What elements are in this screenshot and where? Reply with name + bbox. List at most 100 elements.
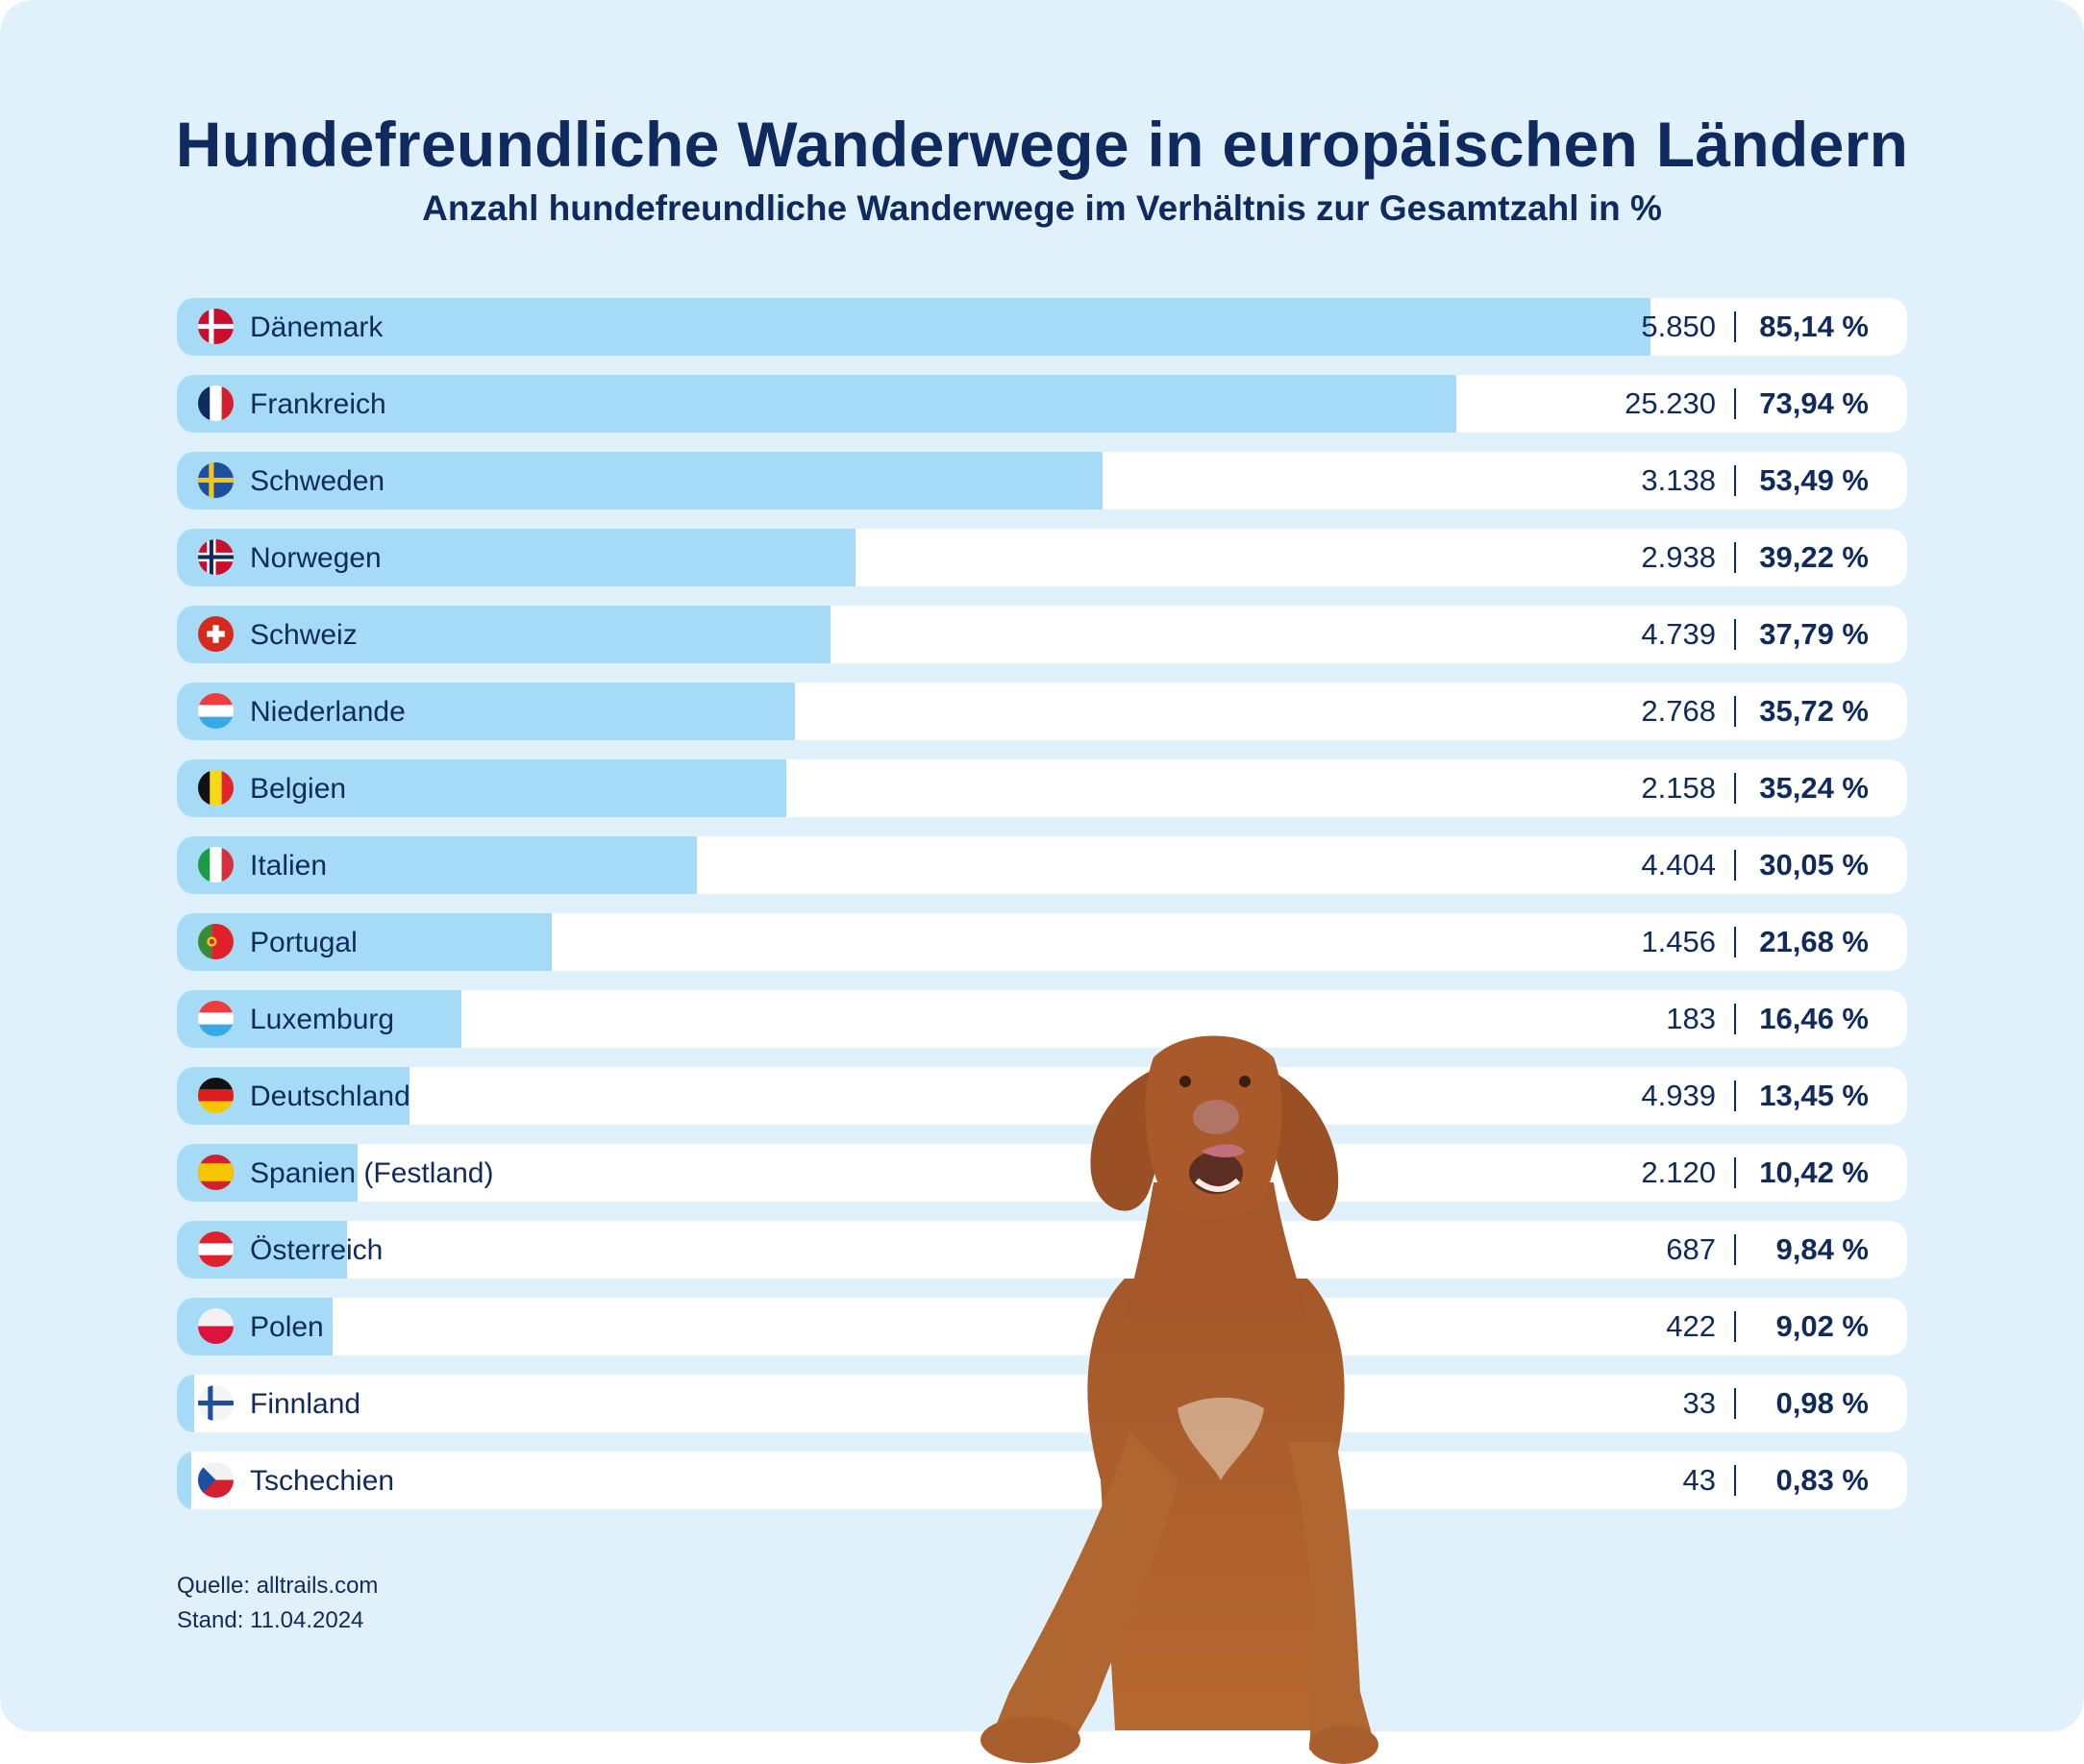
bar-row: Portugal 1.456 21,68 % [177,913,1907,971]
bar-fill [177,452,1103,509]
separator [1734,1004,1736,1034]
finland-flag-icon [198,1385,234,1421]
separator [1734,542,1736,573]
country-label: Italien [250,850,328,882]
bar-row: Belgien 2.158 35,24 % [177,759,1907,817]
trail-count: 2.938 [1641,540,1716,574]
country-label: Finnland [250,1388,361,1420]
bar-row: Luxemburg 183 16,46 % [177,990,1907,1048]
bar-row: Polen 422 9,02 % [177,1298,1907,1355]
separator [1734,773,1736,804]
separator [1734,619,1736,650]
trail-count: 4.404 [1641,848,1716,882]
bar-row: Spanien (Festland) 2.120 10,42 % [177,1144,1907,1202]
value-group: 2.120 10,42 % [1641,1144,1869,1202]
bar-row: Italien 4.404 30,05 % [177,836,1907,894]
source-note: Quelle: alltrails.com [177,1573,379,1599]
belgium-flag-icon [198,770,234,806]
bar-row: Norwegen 2.938 39,22 % [177,529,1907,586]
value-group: 687 9,84 % [1666,1221,1869,1279]
separator [1734,465,1736,496]
bar-row: Frankreich 25.230 73,94 % [177,375,1907,433]
value-group: 4.939 13,45 % [1641,1067,1869,1125]
bar-fill [177,606,831,663]
value-group: 183 16,46 % [1666,990,1869,1048]
percent-label: 0,98 % [1775,1386,1869,1420]
value-group: 4.404 30,05 % [1641,836,1869,894]
value-group: 43 0,83 % [1683,1452,1869,1509]
bar-row: Finnland 33 0,98 % [177,1375,1907,1432]
trail-count: 3.138 [1641,463,1716,497]
country-label: Frankreich [250,388,386,420]
trail-count: 2.768 [1641,694,1716,728]
netherlands-flag-icon [198,693,234,729]
percent-label: 39,22 % [1759,540,1869,574]
denmark-flag-icon [198,309,234,344]
luxembourg-flag-icon [198,1001,234,1036]
trail-count: 25.230 [1625,386,1716,420]
separator [1734,1388,1736,1419]
bar-row: Schweiz 4.739 37,79 % [177,606,1907,663]
bar-row: Tschechien 43 0,83 % [177,1452,1907,1509]
bar-row: Österreich 687 9,84 % [177,1221,1907,1279]
germany-flag-icon [198,1078,234,1113]
country-label: Portugal [250,927,358,958]
percent-label: 10,42 % [1759,1155,1869,1189]
separator [1734,927,1736,957]
country-label: Polen [250,1311,324,1343]
country-label: Schweden [250,465,385,497]
country-label: Österreich [250,1234,384,1266]
separator [1734,1234,1736,1265]
value-group: 2.158 35,24 % [1641,759,1869,817]
bar-row: Deutschland 4.939 13,45 % [177,1067,1907,1125]
trail-count: 1.456 [1641,925,1716,958]
sweden-flag-icon [198,462,234,498]
trail-count: 422 [1666,1309,1716,1343]
country-label: Deutschland [250,1081,410,1112]
trail-count: 687 [1666,1232,1716,1266]
trail-count: 2.120 [1641,1155,1716,1189]
italy-flag-icon [198,847,234,882]
separator [1734,696,1736,727]
percent-label: 9,02 % [1775,1309,1869,1343]
chart-title: Hundefreundliche Wanderwege in europäisc… [175,109,1909,180]
country-label: Belgien [250,773,347,805]
trail-count: 4.739 [1641,617,1716,651]
separator [1734,388,1736,419]
bar-row: Niederlande 2.768 35,72 % [177,683,1907,740]
czech-flag-icon [198,1462,234,1498]
dog-photo [980,1035,1378,1764]
country-label: Tschechien [250,1465,395,1497]
percent-label: 53,49 % [1759,463,1869,497]
separator [1734,850,1736,881]
separator [1734,1465,1736,1496]
switzerland-flag-icon [198,616,234,652]
separator [1734,1157,1736,1188]
country-label: Norwegen [250,542,382,574]
norway-flag-icon [198,539,234,575]
trail-count: 2.158 [1641,771,1716,805]
trail-count: 33 [1682,1386,1716,1420]
percent-label: 16,46 % [1759,1002,1869,1035]
trail-count: 4.939 [1641,1079,1716,1112]
country-label: Luxemburg [250,1004,395,1035]
percent-label: 35,72 % [1759,694,1869,728]
percent-label: 21,68 % [1759,925,1869,958]
spain-flag-icon [198,1155,234,1190]
country-label: Spanien (Festland) [250,1157,494,1189]
france-flag-icon [198,385,234,421]
value-group: 422 9,02 % [1666,1298,1869,1355]
bar-fill [177,1452,191,1509]
trail-count: 43 [1682,1463,1716,1497]
separator [1734,311,1736,342]
percent-label: 0,83 % [1775,1463,1869,1497]
separator [1734,1311,1736,1342]
percent-label: 30,05 % [1759,848,1869,882]
portugal-flag-icon [198,924,234,959]
bar-fill [177,1375,194,1432]
date-note: Stand: 11.04.2024 [177,1607,364,1633]
value-group: 4.739 37,79 % [1641,606,1869,663]
bar-fill [177,375,1456,433]
separator [1734,1081,1736,1111]
bar-row: Schweden 3.138 53,49 % [177,452,1907,509]
